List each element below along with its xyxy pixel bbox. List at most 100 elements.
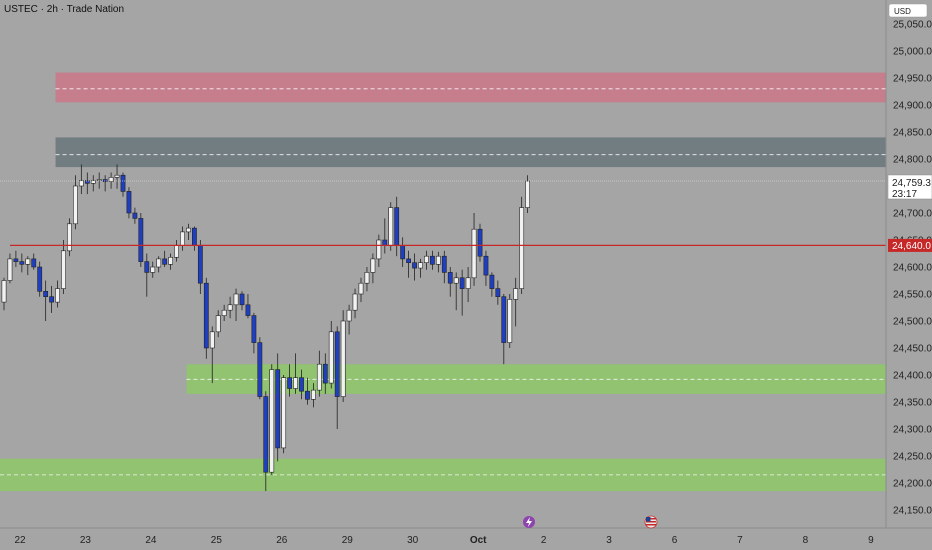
candle (61, 240, 66, 294)
candle (310, 383, 316, 408)
candle (73, 175, 78, 230)
us-flag-icon[interactable] (644, 515, 658, 529)
candle (67, 218, 72, 257)
candle (322, 353, 328, 394)
candle (483, 250, 489, 286)
x-tick-label: 2 (541, 535, 547, 546)
candle (507, 294, 513, 348)
candle (186, 223, 191, 240)
candle (37, 261, 43, 297)
current-price-value: 24,759.3 (892, 178, 931, 189)
candle (7, 253, 13, 284)
lightning-icon[interactable] (523, 516, 535, 528)
candle (513, 277, 519, 327)
candle (203, 277, 209, 359)
y-tick-label: 24,150.0 (893, 506, 932, 517)
y-tick-label: 24,450.0 (893, 344, 932, 355)
candle (13, 250, 19, 267)
x-tick-label: 22 (14, 535, 26, 546)
candle (364, 267, 370, 292)
y-tick-label: 24,700.0 (893, 209, 932, 220)
x-tick-label: 23 (80, 535, 92, 546)
candle (316, 350, 322, 397)
candle (49, 285, 54, 313)
candle (334, 326, 340, 429)
candle (328, 321, 334, 389)
x-tick-label: 9 (868, 535, 874, 546)
y-tick-label: 24,200.0 (893, 479, 932, 490)
candle (465, 267, 471, 303)
x-tick-label: Oct (470, 535, 487, 546)
x-tick-label: 6 (672, 535, 678, 546)
candle (114, 164, 120, 189)
y-tick-label: 24,550.0 (893, 290, 932, 301)
candle (168, 253, 173, 270)
candle (257, 337, 263, 400)
currency-badge[interactable] (888, 3, 928, 18)
current-price-badge: 24,759.3 23:17 (887, 174, 932, 200)
x-tick-label: 7 (737, 535, 743, 546)
candle (435, 251, 441, 273)
candle (215, 310, 221, 338)
candle (287, 364, 292, 397)
candle (370, 253, 376, 284)
candle (227, 296, 233, 319)
candle (263, 391, 269, 492)
candle (43, 280, 49, 321)
candle (352, 288, 358, 319)
candle (102, 175, 108, 192)
candle (418, 258, 423, 278)
candle (84, 172, 90, 195)
candle (406, 250, 411, 278)
overlay-layer (0, 180, 886, 247)
candle (441, 250, 447, 284)
y-tick-label: 24,800.0 (893, 155, 932, 166)
candle (525, 175, 530, 213)
y-tick-label: 24,600.0 (893, 263, 932, 274)
currency-label: USD (894, 7, 911, 16)
y-tick-label: 24,250.0 (893, 452, 932, 463)
level-price-badge: 24,640.0 (888, 238, 932, 252)
candle (96, 172, 102, 189)
time-axis[interactable]: 22 23 24 25 26 29 30 Oct 2 3 6 7 8 9 (14, 535, 874, 546)
candle (424, 250, 429, 270)
y-tick-label: 24,300.0 (893, 425, 932, 436)
candle (126, 187, 132, 219)
candle (19, 253, 25, 273)
candle (453, 272, 459, 311)
candle (459, 269, 465, 316)
chart-title: USTEC · 2h · Trade Nation (4, 4, 124, 15)
x-tick-label: 24 (145, 535, 157, 546)
candle (269, 364, 275, 475)
candle (447, 267, 453, 297)
candle (31, 253, 37, 270)
candle (376, 234, 382, 267)
candle (471, 213, 477, 286)
x-tick-label: 25 (211, 535, 223, 546)
y-tick-label: 25,000.0 (893, 47, 932, 58)
y-tick-label: 24,850.0 (893, 128, 932, 139)
bar-countdown: 23:17 (892, 189, 917, 200)
candle (346, 304, 352, 335)
candle (90, 175, 96, 192)
candle (358, 277, 364, 303)
x-tick-label: 8 (803, 535, 809, 546)
candle (340, 310, 346, 402)
candle (221, 304, 227, 321)
candle (78, 164, 84, 195)
x-tick-label: 26 (276, 535, 288, 546)
candles-layer (1, 164, 530, 492)
candle (388, 202, 394, 251)
candle (477, 223, 483, 262)
candle (55, 280, 60, 308)
zone-resistance (55, 137, 887, 168)
candle (299, 369, 304, 400)
y-tick-label: 24,500.0 (893, 317, 932, 328)
y-tick-label: 24,900.0 (893, 101, 932, 112)
candle (108, 172, 114, 189)
candle (144, 253, 150, 297)
candle (245, 294, 251, 319)
candle (138, 213, 144, 267)
candle (132, 207, 138, 224)
